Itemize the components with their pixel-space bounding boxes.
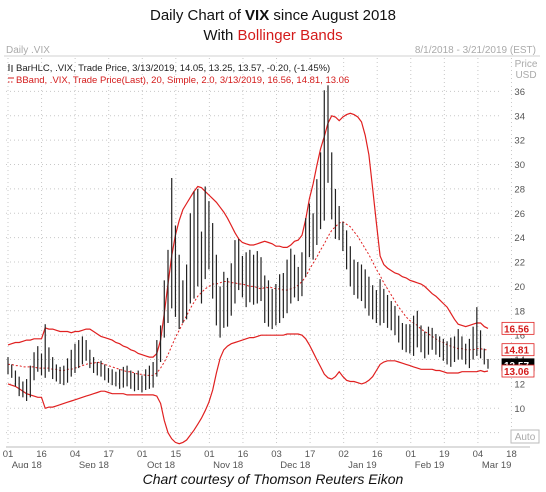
legend: BarHLC, .VIX, Trade Price, 3/13/2019, 14… xyxy=(8,63,349,86)
bband-lower-line xyxy=(7,333,489,445)
x-month-label-4: Dec 18 xyxy=(280,460,310,468)
x-month-label-5: Jan 19 xyxy=(348,460,377,468)
bband-upper-line xyxy=(7,112,489,358)
unit-label-price: Price xyxy=(515,59,538,70)
chart-header-range: 8/1/2018 - 3/21/2019 (EST) xyxy=(415,45,536,56)
y-tick-label-20: 20 xyxy=(514,282,525,293)
chart-title-line1: Daily Chart of VIX since August 2018 xyxy=(0,7,546,24)
y-tick-label-10: 10 xyxy=(514,404,525,415)
price-tag-label-3: 13.06 xyxy=(504,367,529,378)
y-tick-label-24: 24 xyxy=(514,233,525,244)
x-day-tick-10: 02 xyxy=(338,449,349,460)
x-day-tick-8: 03 xyxy=(271,449,282,460)
price-tag-label-0: 16.56 xyxy=(504,324,529,335)
x-axis: 01 16 04 17 01 15 01 16 03 17 02 16 01 19 04 18 Aug 18 Se… xyxy=(3,446,530,468)
price-tag-label-1: 14.81 xyxy=(504,346,529,357)
x-day-tick-6: 01 xyxy=(204,449,215,460)
x-day-tick-14: 04 xyxy=(473,449,484,460)
legend-entry-bars: BarHLC, .VIX, Trade Price, 3/13/2019, 14… xyxy=(16,63,330,74)
title-line2-highlight: Bollinger Bands xyxy=(237,27,343,44)
x-month-label-7: Mar 19 xyxy=(482,460,512,468)
x-month-label-1: Sep 18 xyxy=(79,460,109,468)
y-tick-label-34: 34 xyxy=(514,111,525,122)
x-month-label-6: Feb 19 xyxy=(415,460,445,468)
grid xyxy=(6,58,512,446)
x-day-tick-15: 18 xyxy=(506,449,517,460)
unit-label-currency: USD xyxy=(515,70,536,81)
chart-title-line2: With Bollinger Bands xyxy=(0,27,546,44)
legend-entry-bband: BBand, .VIX, Trade Price(Last), 20, Simp… xyxy=(16,75,349,86)
x-month-label-3: Nov 18 xyxy=(213,460,243,468)
bband-middle-line xyxy=(8,221,489,376)
y-tick-label-12: 12 xyxy=(514,379,525,390)
legend-bband-icon xyxy=(8,77,14,83)
price-tag-0: 16.56 xyxy=(501,321,535,335)
chart-background xyxy=(0,44,546,468)
y-tick-label-30: 30 xyxy=(514,160,525,171)
x-day-tick-0: 01 xyxy=(3,449,14,460)
x-day-tick-2: 04 xyxy=(70,449,81,460)
x-day-tick-4: 01 xyxy=(137,449,148,460)
y-axis: 81012141618202224262830323436 xyxy=(514,87,525,439)
y-tick-label-28: 28 xyxy=(514,184,525,195)
price-tag-3: 13.06 xyxy=(501,364,535,378)
chart-caption: Chart courtesy of Thomson Reuters Eikon xyxy=(142,471,404,487)
y-tick-label-22: 22 xyxy=(514,258,525,269)
price-tag-box-1 xyxy=(501,343,535,357)
x-day-tick-1: 16 xyxy=(36,449,47,460)
x-day-tick-12: 01 xyxy=(405,449,416,460)
legend-bars-icon xyxy=(8,64,13,72)
y-tick-label-36: 36 xyxy=(514,87,525,98)
title-symbol: VIX xyxy=(245,7,270,24)
x-day-tick-7: 16 xyxy=(238,449,249,460)
price-tag-1: 14.81 xyxy=(501,343,535,357)
x-day-tick-11: 16 xyxy=(372,449,383,460)
price-bars xyxy=(7,85,489,401)
vix-bollinger-chart: Daily .VIX 8/1/2018 - 3/21/2019 (EST) Pr… xyxy=(0,44,546,468)
chart-header-left: Daily .VIX xyxy=(6,45,50,56)
x-month-label-2: Oct 18 xyxy=(147,460,175,468)
title-prefix: Daily Chart of xyxy=(150,7,246,24)
x-day-tick-3: 17 xyxy=(103,449,114,460)
x-day-tick-9: 17 xyxy=(305,449,316,460)
price-tag-box-3 xyxy=(501,364,535,378)
x-month-label-0: Aug 18 xyxy=(12,460,42,468)
title-suffix: since August 2018 xyxy=(269,7,396,24)
y-tick-label-32: 32 xyxy=(514,136,525,147)
price-tag-box-0 xyxy=(501,321,535,335)
x-day-tick-5: 15 xyxy=(171,449,182,460)
x-day-tick-13: 19 xyxy=(439,449,450,460)
y-tick-label-16: 16 xyxy=(514,331,525,342)
y-tick-label-18: 18 xyxy=(514,306,525,317)
auto-label: Auto xyxy=(515,432,536,443)
title-line2-prefix: With xyxy=(203,27,238,44)
bollinger-bands xyxy=(7,112,489,445)
y-tick-label-26: 26 xyxy=(514,209,525,220)
auto-button[interactable]: Auto xyxy=(510,429,540,444)
